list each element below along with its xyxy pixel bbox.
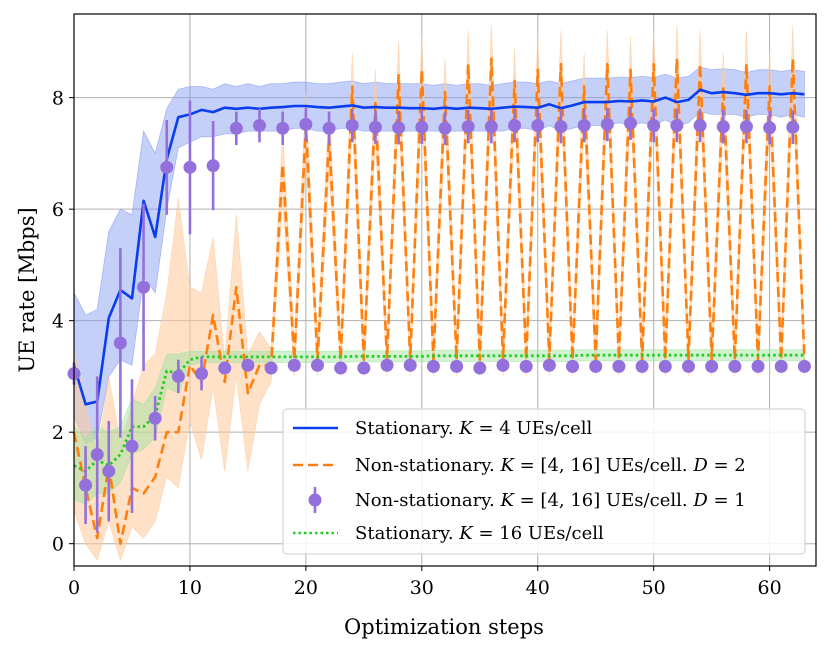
point-d1 xyxy=(253,119,266,133)
point-d1 xyxy=(739,120,753,134)
point-d1 xyxy=(287,358,301,372)
point-d1 xyxy=(600,117,614,131)
point-d1 xyxy=(542,358,556,372)
point-d1 xyxy=(716,120,730,134)
point-d1 xyxy=(171,369,185,383)
point-d1 xyxy=(450,359,464,373)
point-d1 xyxy=(751,359,765,373)
point-d1 xyxy=(786,120,800,134)
point-d1 xyxy=(461,120,475,134)
axis-ticks: 0 10 20 30 40 50 60 0 2 4 6 8 xyxy=(52,88,782,599)
point-d1 xyxy=(310,358,324,372)
legend-label: Non-stationary. K = [4, 16] UEs/cell. D … xyxy=(355,455,746,476)
point-d1 xyxy=(496,358,510,372)
point-d1 xyxy=(368,120,382,134)
point-d1 xyxy=(183,160,197,174)
point-d1 xyxy=(681,359,695,373)
point-d1 xyxy=(90,447,104,461)
point-d1 xyxy=(670,119,684,133)
point-d1 xyxy=(229,121,243,135)
point-d1 xyxy=(554,120,568,134)
point-d1 xyxy=(79,478,93,492)
point-d1 xyxy=(612,359,626,373)
point-d1 xyxy=(299,117,313,131)
point-d1 xyxy=(658,359,672,373)
point-d1 xyxy=(473,361,487,375)
point-d1 xyxy=(508,119,522,133)
series-line-green xyxy=(73,353,805,473)
x-tick-label: 30 xyxy=(410,577,434,599)
point-d1 xyxy=(531,119,545,133)
point-d1 xyxy=(276,121,290,135)
point-d1 xyxy=(589,359,603,373)
y-tick-label: 2 xyxy=(52,422,64,444)
y-axis-title: UE rate [Mbps] xyxy=(15,207,39,372)
point-d1 xyxy=(728,359,742,373)
x-tick-label: 20 xyxy=(294,577,318,599)
legend-box xyxy=(282,408,806,555)
x-tick-label: 60 xyxy=(758,577,782,599)
legend-label: Stationary. K = 16 UEs/cell xyxy=(355,523,604,544)
point-d1 xyxy=(426,359,440,373)
series-line-blue xyxy=(72,88,805,406)
point-d1 xyxy=(624,116,637,130)
point-d1 xyxy=(403,358,417,372)
point-d1 xyxy=(137,280,151,294)
point-d1 xyxy=(415,120,429,134)
legend-point-marker xyxy=(308,493,322,507)
point-d1 xyxy=(195,367,209,381)
x-tick-label: 50 xyxy=(642,577,666,599)
point-d1 xyxy=(438,121,452,135)
legend: Stationary. K = 4 UEs/cell Non-stationary… xyxy=(282,408,806,555)
point-d1 xyxy=(160,160,174,174)
point-d1 xyxy=(519,359,533,373)
y-tick-label: 6 xyxy=(52,199,64,221)
point-d1 xyxy=(241,358,255,372)
plot-frame xyxy=(73,13,817,567)
point-d1 xyxy=(113,336,127,350)
point-d1 xyxy=(148,411,162,425)
point-d1 xyxy=(334,361,348,375)
point-d1 xyxy=(774,359,788,373)
y-tick-label: 4 xyxy=(52,311,64,333)
point-d1 xyxy=(392,121,406,135)
x-tick-label: 0 xyxy=(68,577,80,599)
point-d1 xyxy=(206,159,220,173)
point-d1 xyxy=(357,361,371,375)
y-tick-label: 8 xyxy=(52,88,64,110)
point-d1 xyxy=(797,359,811,373)
point-d1 xyxy=(380,358,394,372)
point-d1 xyxy=(705,359,719,373)
x-axis-title: Optimization steps xyxy=(344,615,544,639)
point-d1 xyxy=(577,119,591,133)
point-d1 xyxy=(125,439,139,453)
point-d1 xyxy=(763,121,777,135)
legend-label: Stationary. K = 4 UEs/cell xyxy=(355,418,593,439)
point-d1 xyxy=(484,120,498,134)
point-d1 xyxy=(218,361,232,375)
error-bars xyxy=(67,100,811,533)
point-d1 xyxy=(102,464,116,478)
point-d1 xyxy=(566,359,580,373)
y-tick-label: 0 xyxy=(52,534,64,556)
x-tick-label: 40 xyxy=(526,577,550,599)
point-d1 xyxy=(647,119,661,133)
legend-label: Non-stationary. K = [4, 16] UEs/cell. D … xyxy=(355,490,746,511)
point-d1 xyxy=(693,119,707,133)
point-d1 xyxy=(322,121,336,135)
point-d1 xyxy=(635,359,649,373)
point-d1 xyxy=(345,119,359,133)
point-d1 xyxy=(264,361,278,375)
x-tick-label: 10 xyxy=(178,577,202,599)
